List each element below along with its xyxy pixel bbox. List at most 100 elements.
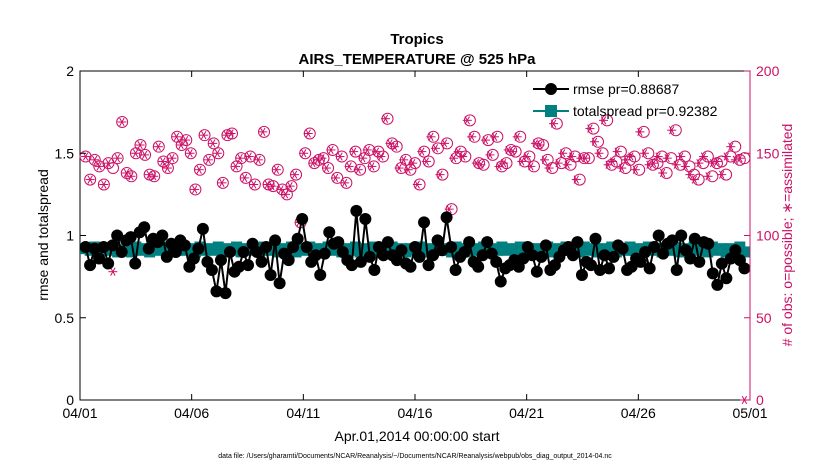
legend-totalspread-label: totalspread pr=0.92382 — [573, 103, 718, 119]
obs-assimilated-point — [485, 150, 495, 160]
obs-possible-point — [97, 178, 110, 191]
obs-assimilated-point — [458, 152, 468, 161]
y-left-tick-label: 2 — [66, 63, 74, 79]
obs-assimilated-point — [517, 157, 527, 166]
rmse-point — [368, 264, 381, 277]
obs-assimilated-point — [94, 162, 104, 171]
obs-assimilated-point — [721, 152, 731, 161]
y-right-tick-label: 150 — [756, 145, 780, 161]
obs-assimilated-point — [235, 154, 245, 163]
obs-assimilated-point — [680, 162, 690, 171]
rmse-point — [436, 244, 449, 257]
obs-assimilated-point — [626, 152, 636, 161]
y-axis-right-label: # of obs: o=possible; ∗=assimilated — [779, 124, 795, 347]
obs-assimilated-point — [231, 162, 241, 171]
rmse-point — [720, 272, 733, 285]
obs-assimilated-point — [362, 145, 372, 155]
obs-assimilated-point — [553, 158, 563, 168]
rmse-point — [84, 259, 97, 272]
obs-possible-point — [107, 162, 120, 175]
rmse-point — [706, 267, 719, 280]
rmse-point — [318, 247, 331, 260]
rmse-point — [251, 245, 264, 258]
rmse-point — [458, 245, 471, 258]
obs-possible-point — [203, 153, 216, 166]
obs-assimilated-point — [212, 149, 222, 158]
rmse-point — [242, 259, 255, 272]
rmse-point — [138, 221, 151, 234]
rmse-point — [390, 254, 403, 267]
legend-rmse-marker — [545, 83, 557, 95]
obs-possible-point — [125, 170, 138, 183]
rmse-point — [314, 268, 327, 281]
rmse-point — [273, 277, 286, 290]
obs-assimilated-point — [635, 127, 645, 137]
obs-possible-point — [180, 134, 193, 147]
obs-assimilated-point — [612, 147, 622, 156]
obs-assimilated-point — [408, 158, 418, 168]
obs-assimilated-point — [158, 157, 168, 166]
rmse-point — [233, 260, 246, 273]
rmse-point — [413, 250, 426, 263]
obs-assimilated-point — [558, 149, 568, 158]
obs-assimilated-point — [667, 126, 677, 135]
rmse-point — [210, 285, 223, 298]
rmse-point — [97, 241, 110, 254]
y-right-tick-label: 100 — [756, 228, 780, 244]
obs-assimilated-point — [435, 170, 445, 179]
rmse-point — [359, 213, 372, 226]
obs-assimilated-point — [717, 170, 727, 179]
obs-assimilated-point — [549, 119, 559, 128]
rmse-point — [711, 278, 724, 291]
obs-assimilated-point — [699, 152, 709, 161]
rmse-point — [648, 241, 661, 254]
footnote: data file: /Users/gharamti/Documents/NCA… — [218, 453, 612, 460]
obs-possible-point — [189, 183, 202, 196]
y-right-tick-label: 200 — [756, 63, 780, 79]
obs-assimilated-point — [85, 175, 95, 184]
obs-assimilated-point — [476, 160, 486, 169]
rmse-point — [481, 236, 494, 249]
rmse-point — [169, 245, 182, 258]
legend-rmse-label: rmse pr=0.88687 — [573, 81, 679, 97]
obs-assimilated-point — [467, 132, 477, 141]
rmse-point — [93, 252, 106, 265]
obs-possible-point — [93, 160, 106, 173]
rmse-point — [729, 244, 742, 257]
obs-assimilated-point — [544, 163, 554, 173]
x-tick-label: 04/06 — [174, 405, 209, 421]
obs-assimilated-point — [335, 152, 345, 161]
obs-assimilated-point — [399, 155, 409, 164]
obs-assimilated-point — [144, 170, 154, 179]
x-tick-label: 04/21 — [509, 405, 544, 421]
rmse-point — [440, 211, 453, 224]
obs-assimilated-point — [440, 139, 450, 148]
obs-possible-point — [88, 153, 101, 166]
obs-assimilated-point — [644, 160, 654, 169]
obs-assimilated-point — [358, 154, 368, 163]
obs-assimilated-point — [221, 131, 231, 140]
y-axis-left-label: rmse and totalspread — [35, 169, 51, 301]
rmse-layer — [79, 204, 751, 300]
obs-assimilated-point — [285, 182, 295, 191]
rmse-point — [205, 264, 218, 277]
rmse-point — [476, 249, 489, 262]
rmse-point — [223, 245, 236, 258]
rmse-point — [192, 242, 205, 255]
rmse-point — [115, 245, 128, 258]
obs-assimilated-point — [135, 140, 145, 150]
obs-assimilated-point — [685, 170, 695, 179]
legend: rmse pr=0.88687 totalspread pr=0.92382 — [533, 81, 718, 119]
obs-assimilated-point — [676, 152, 686, 161]
rmse-point — [255, 255, 268, 268]
obs-assimilated-point — [480, 135, 490, 145]
rmse-point — [418, 216, 431, 229]
x-ticks: 04/01 04/06 04/11 04/16 04/21 04/26 05/01 — [62, 71, 768, 421]
rmse-point — [332, 236, 345, 249]
rmse-point — [350, 204, 363, 217]
obs-assimilated-point — [112, 154, 122, 163]
obs-possible-point — [216, 176, 229, 189]
obs-assimilated-point — [662, 154, 672, 163]
obs-assimilated-point — [81, 152, 91, 161]
